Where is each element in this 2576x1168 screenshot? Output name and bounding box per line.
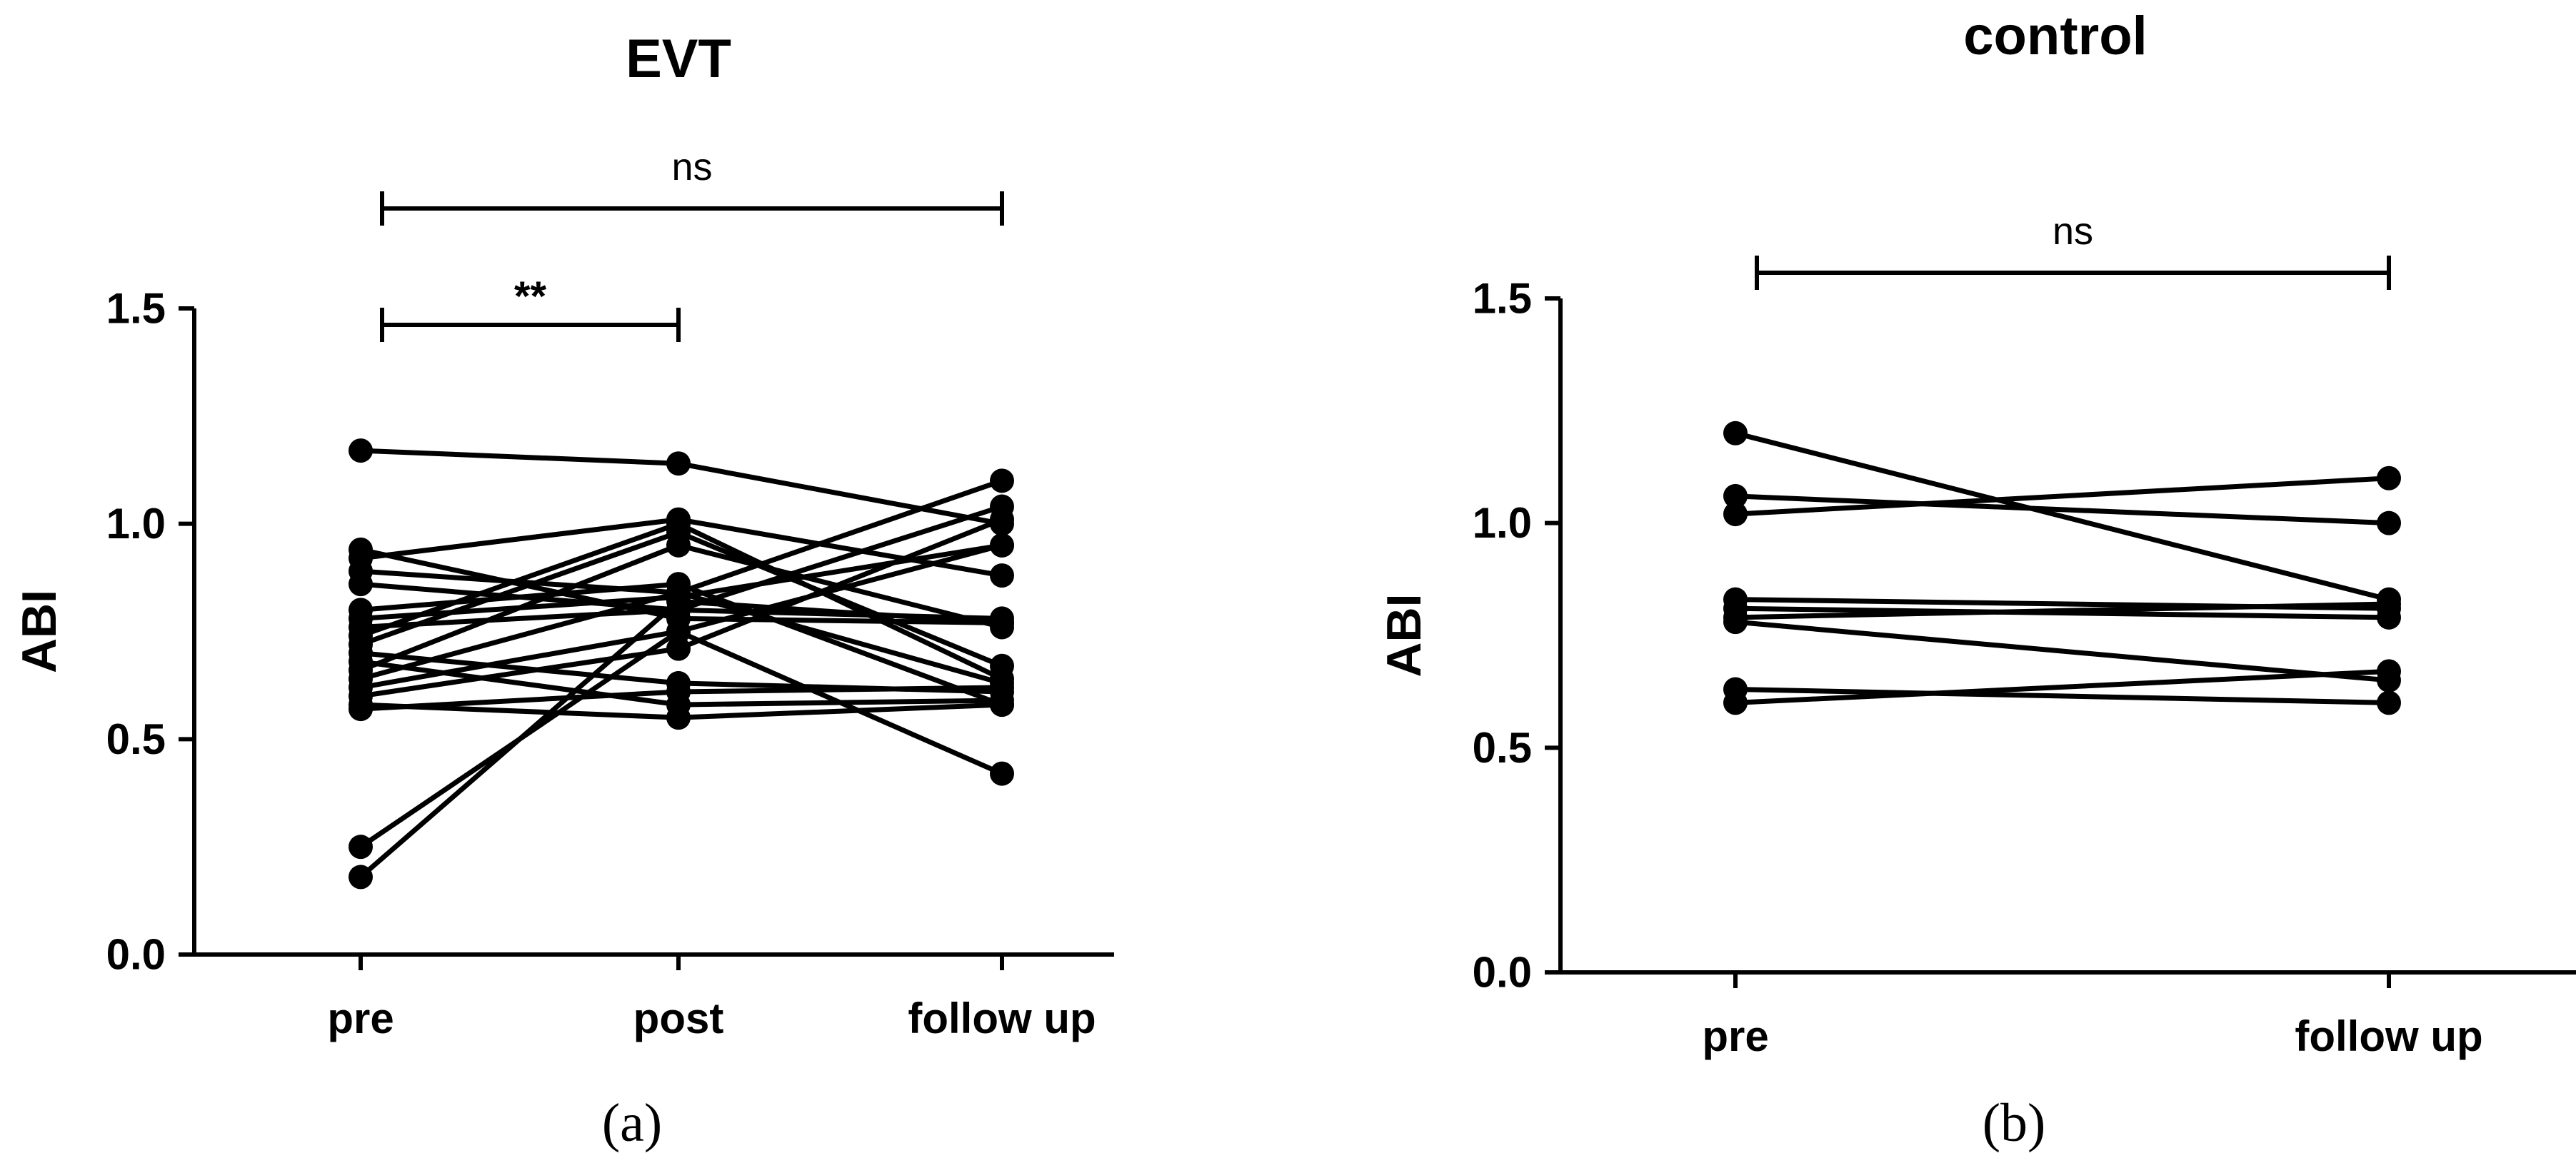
panel-b: control ABI 0.0 0.5 1.0 1.5 pre follow up ns (b) bbox=[1377, 6, 2576, 1153]
y-tick-label: 1.0 bbox=[106, 500, 166, 548]
data-point bbox=[1723, 502, 1748, 527]
x-tick-label: pre bbox=[327, 995, 394, 1042]
data-point bbox=[666, 533, 691, 558]
series-line bbox=[1735, 668, 2390, 705]
data-point bbox=[666, 636, 691, 661]
chart-title: control bbox=[1963, 6, 2147, 66]
data-point bbox=[990, 653, 1014, 678]
y-tick-label: 1.5 bbox=[1473, 275, 1532, 323]
data-point bbox=[666, 705, 691, 730]
data-point bbox=[2377, 659, 2401, 684]
significance-label: ns bbox=[2053, 210, 2093, 253]
x-tick-label: follow up bbox=[2295, 1012, 2482, 1060]
x-tick-label: follow up bbox=[908, 995, 1096, 1042]
data-point bbox=[666, 451, 691, 476]
y-axis-label: ABI bbox=[1377, 593, 1431, 677]
data-point bbox=[349, 438, 373, 463]
data-point bbox=[1723, 610, 1748, 635]
data-point bbox=[666, 619, 691, 644]
panel-a: EVT ABI 0.0 0.5 1.0 1.5 pre post follow up ** ns (a… bbox=[12, 29, 1114, 1153]
data-point bbox=[990, 468, 1014, 493]
data-point bbox=[349, 835, 373, 860]
data-point bbox=[2377, 591, 2401, 616]
series-line bbox=[1735, 601, 2390, 620]
significance-label: ** bbox=[514, 273, 547, 320]
data-point bbox=[1723, 483, 1748, 508]
data-point bbox=[666, 589, 691, 614]
y-tick-label: 1.5 bbox=[106, 285, 166, 333]
data-point bbox=[990, 533, 1014, 558]
data-point bbox=[990, 610, 1014, 635]
panel-label: (a) bbox=[602, 1093, 662, 1153]
y-tick-label: 0.5 bbox=[106, 715, 166, 763]
data-point bbox=[666, 679, 691, 704]
data-point bbox=[349, 572, 373, 597]
series-line bbox=[1735, 431, 2390, 603]
series-line bbox=[1735, 475, 2390, 517]
data-point bbox=[2377, 465, 2401, 490]
y-axis-label: ABI bbox=[12, 590, 66, 673]
data-point bbox=[990, 693, 1014, 718]
data-point bbox=[349, 697, 373, 722]
chart-title: EVT bbox=[626, 29, 731, 89]
series-line bbox=[1735, 493, 2390, 526]
data-point bbox=[990, 563, 1014, 588]
series-line bbox=[1735, 687, 2390, 705]
panel-label: (b) bbox=[1983, 1093, 2046, 1153]
y-tick-label: 0.5 bbox=[1473, 724, 1532, 772]
y-tick-label: 0.0 bbox=[1473, 949, 1532, 997]
data-point bbox=[2377, 690, 2401, 715]
x-tick-label: post bbox=[633, 995, 724, 1042]
data-point bbox=[990, 507, 1014, 532]
y-tick-label: 1.0 bbox=[1473, 499, 1532, 547]
data-point bbox=[1723, 690, 1748, 715]
data-point bbox=[990, 761, 1014, 786]
y-tick-label: 0.0 bbox=[106, 931, 166, 979]
data-point bbox=[2377, 510, 2401, 535]
data-point bbox=[1723, 421, 1748, 445]
series-line bbox=[1735, 619, 2390, 683]
data-point bbox=[349, 865, 373, 890]
significance-label: ns bbox=[671, 146, 712, 188]
data-point bbox=[990, 675, 1014, 700]
x-tick-label: pre bbox=[1702, 1012, 1768, 1060]
